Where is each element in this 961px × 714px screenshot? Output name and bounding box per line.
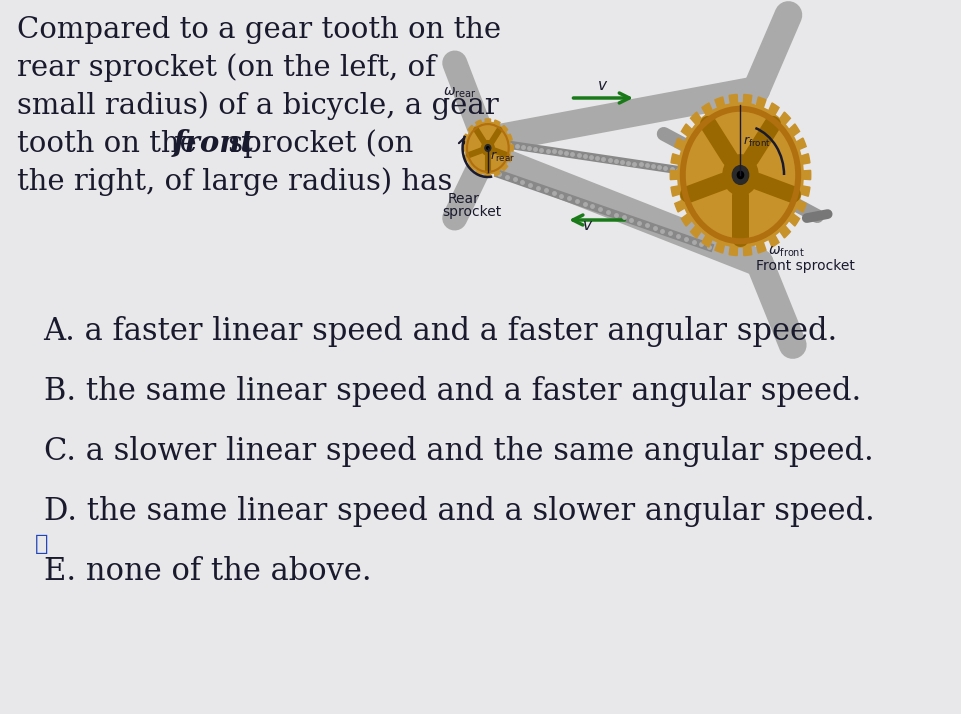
Circle shape (731, 166, 748, 184)
Wedge shape (728, 94, 737, 105)
Text: E. none of the above.: E. none of the above. (43, 556, 371, 587)
Circle shape (465, 122, 510, 174)
Wedge shape (714, 97, 724, 109)
Text: tooth on the: tooth on the (17, 130, 207, 158)
Text: A. a faster linear speed and a faster angular speed.: A. a faster linear speed and a faster an… (43, 316, 837, 347)
Wedge shape (502, 164, 507, 171)
Wedge shape (795, 200, 805, 212)
Wedge shape (755, 241, 765, 253)
Text: Rear: Rear (447, 192, 480, 206)
Text: small radius) of a bicycle, a gear: small radius) of a bicycle, a gear (17, 91, 499, 120)
Wedge shape (484, 174, 490, 177)
Wedge shape (714, 241, 724, 253)
Text: B. the same linear speed and a faster angular speed.: B. the same linear speed and a faster an… (43, 376, 860, 407)
Wedge shape (702, 235, 712, 247)
Wedge shape (674, 200, 684, 212)
Wedge shape (743, 246, 752, 256)
Wedge shape (778, 225, 790, 238)
Text: $v$: $v$ (581, 218, 593, 233)
Wedge shape (463, 155, 468, 162)
Wedge shape (743, 94, 752, 105)
Wedge shape (502, 126, 507, 132)
Text: $r_\mathrm{front}$: $r_\mathrm{front}$ (742, 135, 770, 149)
Wedge shape (468, 126, 474, 132)
Wedge shape (494, 120, 500, 126)
Text: $\omega_\mathrm{rear}$: $\omega_\mathrm{rear}$ (442, 86, 476, 101)
Wedge shape (801, 171, 810, 180)
Wedge shape (670, 171, 678, 180)
Text: sprocket (on: sprocket (on (218, 129, 412, 158)
Text: front: front (172, 129, 254, 158)
Wedge shape (671, 154, 679, 164)
Text: D. the same linear speed and a slower angular speed.: D. the same linear speed and a slower an… (43, 496, 874, 527)
Text: sprocket: sprocket (442, 205, 502, 219)
Wedge shape (671, 186, 679, 196)
Text: $r_\mathrm{rear}$: $r_\mathrm{rear}$ (489, 150, 514, 164)
Wedge shape (728, 246, 737, 256)
Wedge shape (768, 103, 778, 116)
Circle shape (678, 103, 802, 247)
Text: ✓: ✓ (35, 533, 48, 555)
Text: Front sprocket: Front sprocket (755, 259, 854, 273)
Wedge shape (680, 213, 692, 226)
Circle shape (481, 141, 494, 155)
Circle shape (722, 155, 757, 195)
Wedge shape (507, 134, 511, 141)
Wedge shape (702, 103, 712, 116)
Text: rear sprocket (on the left, of: rear sprocket (on the left, of (17, 54, 436, 82)
Wedge shape (788, 124, 799, 136)
Wedge shape (690, 225, 701, 238)
Text: the right, of large radius) has: the right, of large radius) has (17, 167, 453, 196)
Wedge shape (680, 124, 692, 136)
Wedge shape (768, 235, 778, 247)
Wedge shape (475, 120, 481, 126)
Wedge shape (494, 171, 500, 176)
Wedge shape (507, 155, 511, 162)
Text: $\omega_\mathrm{front}$: $\omega_\mathrm{front}$ (768, 245, 804, 259)
Circle shape (484, 145, 490, 151)
Wedge shape (800, 154, 809, 164)
Wedge shape (795, 138, 805, 150)
Text: $v$: $v$ (596, 78, 607, 93)
Wedge shape (463, 134, 468, 141)
Wedge shape (674, 138, 684, 150)
Wedge shape (800, 186, 809, 196)
Circle shape (486, 146, 488, 149)
Wedge shape (788, 213, 799, 226)
Wedge shape (755, 97, 765, 109)
Wedge shape (778, 112, 790, 125)
Text: Compared to a gear tooth on the: Compared to a gear tooth on the (17, 16, 501, 44)
Wedge shape (462, 145, 465, 151)
Wedge shape (475, 171, 481, 176)
Wedge shape (690, 112, 701, 125)
Wedge shape (509, 145, 512, 151)
Text: C. a slower linear speed and the same angular speed.: C. a slower linear speed and the same an… (43, 436, 873, 467)
Wedge shape (484, 119, 490, 122)
Circle shape (736, 171, 743, 178)
Wedge shape (468, 164, 474, 171)
